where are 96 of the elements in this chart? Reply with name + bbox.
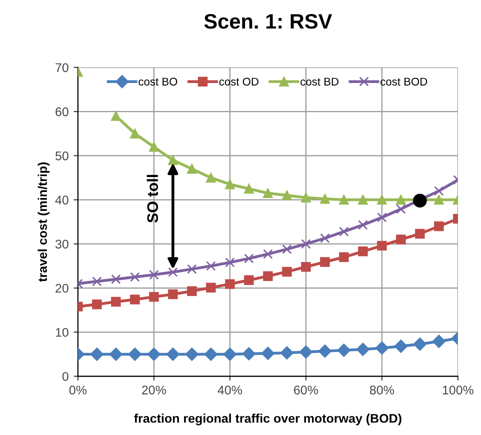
point — [263, 188, 273, 198]
point — [149, 270, 159, 280]
point — [92, 276, 102, 286]
y-tick-label: 20 — [56, 284, 68, 293]
point — [377, 240, 387, 251]
point — [225, 179, 235, 190]
point — [244, 254, 254, 264]
point — [280, 346, 294, 360]
y-tick-label: 70 — [56, 63, 68, 72]
point — [111, 274, 121, 284]
legend-label: cost BO — [138, 78, 178, 86]
point — [396, 234, 406, 244]
x-tick-label: 80% — [370, 386, 394, 394]
point — [301, 239, 311, 249]
x-tick-label: 20% — [142, 386, 166, 394]
y-tick-label: 40 — [55, 196, 68, 204]
point — [130, 128, 140, 138]
point — [320, 257, 330, 267]
point — [263, 249, 273, 259]
point — [337, 344, 351, 357]
point — [187, 286, 197, 296]
x-tick-label: 60% — [294, 386, 318, 394]
point — [394, 340, 408, 353]
legend-label: cost OD — [219, 78, 258, 86]
point — [339, 252, 349, 262]
x-axis-title: fraction regional traffic over motorway (BOD) — [134, 414, 402, 426]
point — [282, 244, 292, 254]
x-tick-label: 40% — [218, 386, 242, 394]
point — [261, 346, 275, 360]
point — [204, 348, 218, 361]
point — [434, 186, 444, 196]
point — [185, 348, 199, 361]
point — [318, 344, 332, 358]
point — [147, 348, 161, 361]
point — [149, 142, 159, 152]
point — [339, 194, 349, 205]
point — [413, 194, 427, 208]
point — [187, 164, 197, 174]
point — [206, 282, 216, 292]
point — [168, 289, 178, 300]
point — [263, 271, 273, 281]
legend-label: cost BOD — [380, 78, 428, 86]
point — [111, 296, 121, 307]
point — [434, 194, 444, 205]
point — [320, 194, 330, 204]
point — [282, 190, 292, 200]
point — [356, 342, 370, 356]
point — [413, 337, 426, 351]
y-axis-title: travel cost (min/trip) — [38, 162, 50, 282]
point — [396, 204, 406, 214]
point — [187, 264, 197, 274]
point — [111, 111, 121, 121]
point — [244, 184, 254, 194]
point — [149, 292, 159, 302]
point — [377, 212, 387, 222]
point — [168, 267, 178, 278]
point — [92, 299, 102, 310]
x-tick-label: 100% — [442, 386, 474, 394]
point — [168, 155, 178, 165]
chart-title: Scen. 1: RSV — [204, 14, 332, 29]
point — [225, 258, 235, 268]
point — [244, 275, 254, 285]
annotation: SO toll — [146, 174, 158, 223]
point — [320, 233, 330, 244]
point — [375, 341, 388, 355]
point — [242, 347, 256, 360]
point — [90, 348, 104, 361]
point — [128, 348, 142, 361]
point — [396, 194, 406, 205]
point — [301, 192, 311, 202]
point — [206, 261, 216, 271]
point — [299, 345, 313, 359]
point — [358, 220, 368, 230]
y-tick-label: 60 — [56, 107, 68, 116]
y-tick-label: 0 — [62, 372, 68, 381]
y-tick-label: 30 — [55, 240, 68, 249]
point — [130, 294, 140, 304]
point — [434, 221, 444, 232]
point — [109, 348, 123, 361]
point — [432, 334, 446, 348]
point — [223, 348, 237, 361]
y-tick-label: 50 — [55, 151, 68, 160]
point — [415, 228, 425, 239]
legend-label: cost BD — [300, 78, 338, 86]
x-tick-label: 0% — [69, 386, 87, 394]
point — [301, 262, 311, 272]
point — [358, 246, 368, 256]
point — [225, 279, 235, 289]
point — [166, 348, 180, 361]
point — [377, 194, 387, 205]
point — [339, 226, 349, 236]
point — [282, 266, 292, 277]
point — [358, 194, 368, 205]
point — [206, 172, 216, 183]
y-tick-label: 10 — [56, 328, 68, 337]
point — [130, 272, 140, 282]
